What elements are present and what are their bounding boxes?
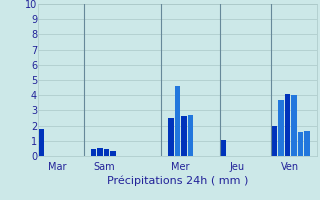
Bar	[168, 118, 174, 156]
Bar	[175, 86, 180, 156]
Bar	[272, 126, 277, 156]
Bar	[188, 115, 193, 156]
Bar	[304, 131, 310, 156]
Bar	[298, 132, 303, 156]
X-axis label: Précipitations 24h ( mm ): Précipitations 24h ( mm )	[107, 175, 248, 186]
Bar	[39, 129, 44, 156]
Bar	[91, 149, 96, 156]
Bar	[104, 149, 109, 156]
Bar	[110, 151, 116, 156]
Bar	[181, 116, 187, 156]
Bar	[278, 100, 284, 156]
Bar	[292, 95, 297, 156]
Bar	[220, 140, 226, 156]
Bar	[97, 148, 103, 156]
Bar	[285, 94, 291, 156]
